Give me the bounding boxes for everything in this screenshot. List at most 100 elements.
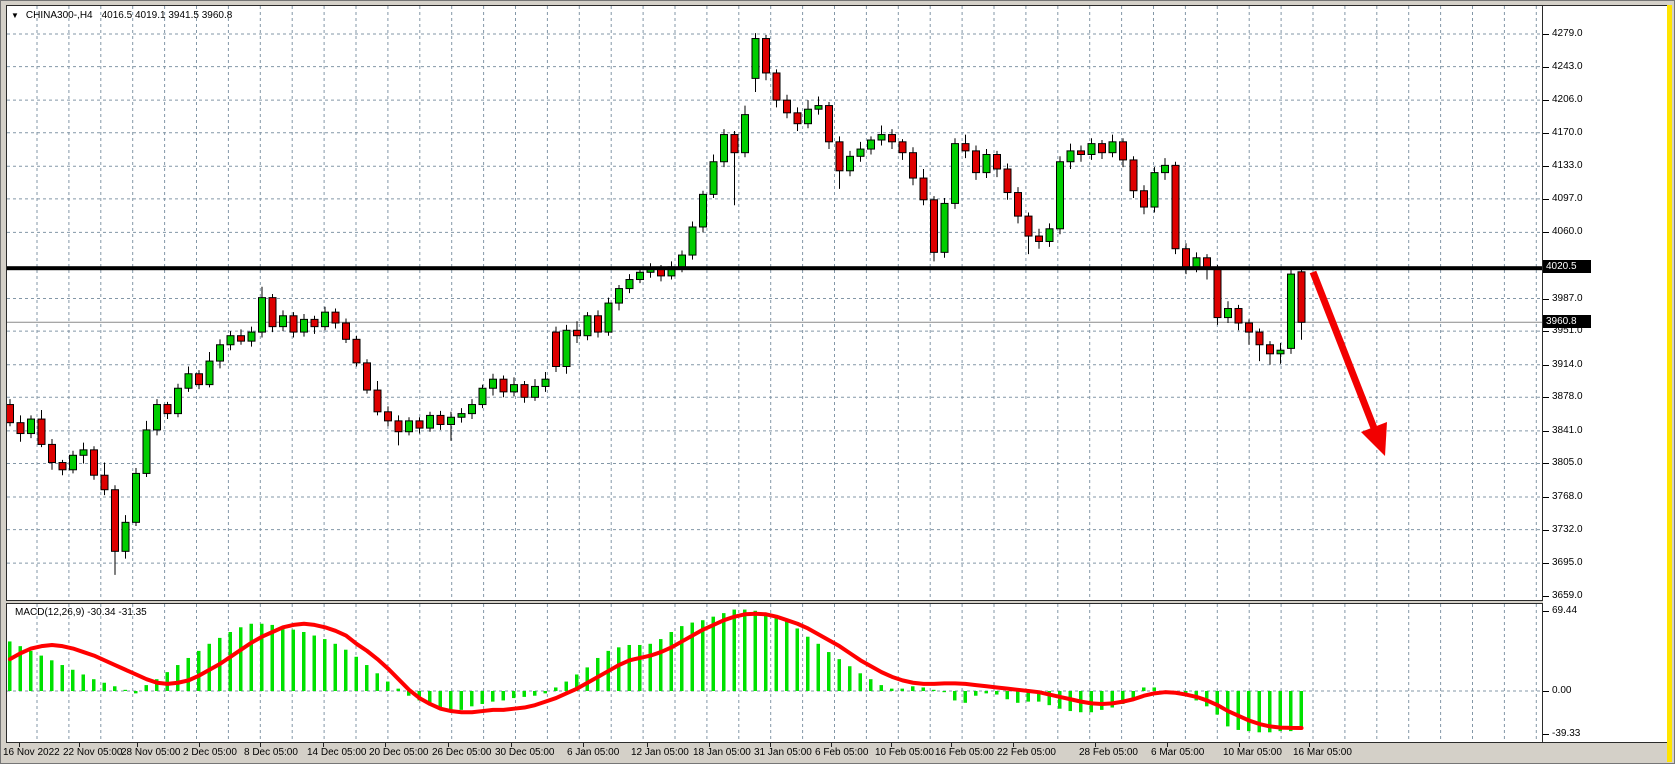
macd-histogram-bar xyxy=(512,691,516,699)
candle-body xyxy=(562,329,571,368)
symbol-dropdown-icon[interactable]: ▼ xyxy=(11,11,19,20)
macd-histogram-bar xyxy=(848,666,852,691)
candle-body xyxy=(310,318,319,328)
time-tick xyxy=(647,743,648,747)
candle-body xyxy=(762,38,770,74)
chart-title-bar: ▼ CHINA300-,H4 4016.5 4019.1 3941.5 3960.8 xyxy=(11,10,232,21)
macd-histogram-bar xyxy=(375,673,379,691)
time-axis-label: 22 Feb 05:00 xyxy=(997,747,1056,758)
candle-body xyxy=(90,449,98,476)
time-axis[interactable] xyxy=(1,743,1667,763)
candle-body xyxy=(1150,172,1159,208)
candle-body xyxy=(1266,344,1274,355)
macd-histogram-bar xyxy=(932,689,936,691)
main-chart-panel[interactable] xyxy=(6,5,1543,601)
macd-histogram-bar xyxy=(501,691,505,701)
candle-body xyxy=(867,139,875,150)
macd-axis-label: 69.44 xyxy=(1552,605,1578,616)
time-tick xyxy=(709,743,710,747)
price-axis-label: 4243.0 xyxy=(1552,61,1583,72)
price-axis[interactable] xyxy=(1543,5,1667,743)
horizontal-line-object xyxy=(7,266,1542,271)
candle-body xyxy=(688,226,697,256)
candle-body xyxy=(541,378,550,387)
candle-body xyxy=(699,193,707,228)
macd-histogram-bar xyxy=(1100,691,1104,710)
candle-body xyxy=(331,311,340,324)
macd-histogram-bar xyxy=(974,691,978,696)
time-tick xyxy=(951,743,952,747)
candle-body xyxy=(972,150,980,174)
candle-body xyxy=(804,108,812,125)
macd-histogram-bar xyxy=(123,689,127,691)
candle-body xyxy=(216,344,224,362)
macd-histogram-bar xyxy=(522,691,526,697)
candle-body xyxy=(300,318,308,333)
candle-body xyxy=(930,199,938,253)
candle-body xyxy=(279,315,287,328)
macd-histogram-bar xyxy=(8,641,12,691)
macd-histogram-bar xyxy=(827,652,831,691)
price-axis-label: 3914.0 xyxy=(1552,359,1583,370)
macd-histogram-bar xyxy=(554,687,558,691)
price-tick xyxy=(1543,100,1549,101)
candle-body xyxy=(184,373,193,389)
time-tick xyxy=(1309,743,1310,747)
macd-histogram-bar xyxy=(984,691,988,694)
candle-body xyxy=(604,302,613,333)
window-accent-line xyxy=(1667,5,1672,762)
macd-histogram-bar xyxy=(60,665,64,691)
candle-body xyxy=(352,338,361,364)
arrow-shaft xyxy=(1309,270,1378,430)
macd-panel[interactable] xyxy=(6,603,1543,743)
candle-body xyxy=(258,297,266,333)
price-axis-label: 4097.0 xyxy=(1552,193,1583,204)
macd-histogram-bar xyxy=(29,650,33,691)
macd-histogram-bar xyxy=(638,644,642,691)
candle-body xyxy=(1024,215,1033,237)
time-axis-label: 16 Feb 05:00 xyxy=(935,747,994,758)
candle-body xyxy=(730,134,739,154)
time-axis-label: 6 Mar 05:00 xyxy=(1151,747,1205,758)
macd-histogram-bar xyxy=(659,639,663,691)
macd-histogram-bar xyxy=(92,679,96,691)
macd-histogram-bar xyxy=(942,691,946,693)
candle-body xyxy=(426,414,434,429)
macd-histogram-bar xyxy=(480,691,484,704)
candle-body xyxy=(615,288,623,304)
macd-histogram-bar xyxy=(911,686,915,691)
macd-histogram-bar xyxy=(302,632,306,691)
candle-body xyxy=(1066,150,1075,163)
time-tick xyxy=(1239,743,1240,747)
price-tick xyxy=(1543,133,1549,134)
macd-histogram-bar xyxy=(732,609,736,691)
macd-chart[interactable] xyxy=(7,604,1542,742)
candle-body xyxy=(363,362,371,391)
candle-body xyxy=(405,420,413,433)
candle-body xyxy=(594,315,602,333)
price-axis-label: 3841.0 xyxy=(1552,425,1583,436)
price-tick xyxy=(1543,431,1549,432)
macd-histogram-bar xyxy=(806,636,810,691)
macd-histogram-bar xyxy=(764,613,768,691)
macd-histogram-bar xyxy=(1215,691,1219,715)
time-tick xyxy=(583,743,584,747)
time-tick xyxy=(260,743,261,747)
price-tick xyxy=(1543,397,1549,398)
candlestick-chart[interactable] xyxy=(7,6,1542,600)
candle-body xyxy=(888,134,896,143)
macd-indicator-label: MACD(12,26,9) -30.34 -31.35 xyxy=(15,607,147,618)
time-tick xyxy=(385,743,386,747)
arrow-head-icon xyxy=(1361,422,1387,456)
macd-histogram-bar xyxy=(291,629,295,691)
candle-body xyxy=(625,279,634,290)
macd-histogram-bar xyxy=(575,674,579,691)
candle-body xyxy=(132,472,140,523)
price-tick xyxy=(1543,199,1549,200)
candle-body xyxy=(342,322,350,340)
down-trend-arrow[interactable] xyxy=(1309,270,1387,456)
candle-body xyxy=(783,99,791,114)
time-axis-label: 28 Feb 05:00 xyxy=(1079,747,1138,758)
macd-histogram-bar xyxy=(1257,691,1261,733)
